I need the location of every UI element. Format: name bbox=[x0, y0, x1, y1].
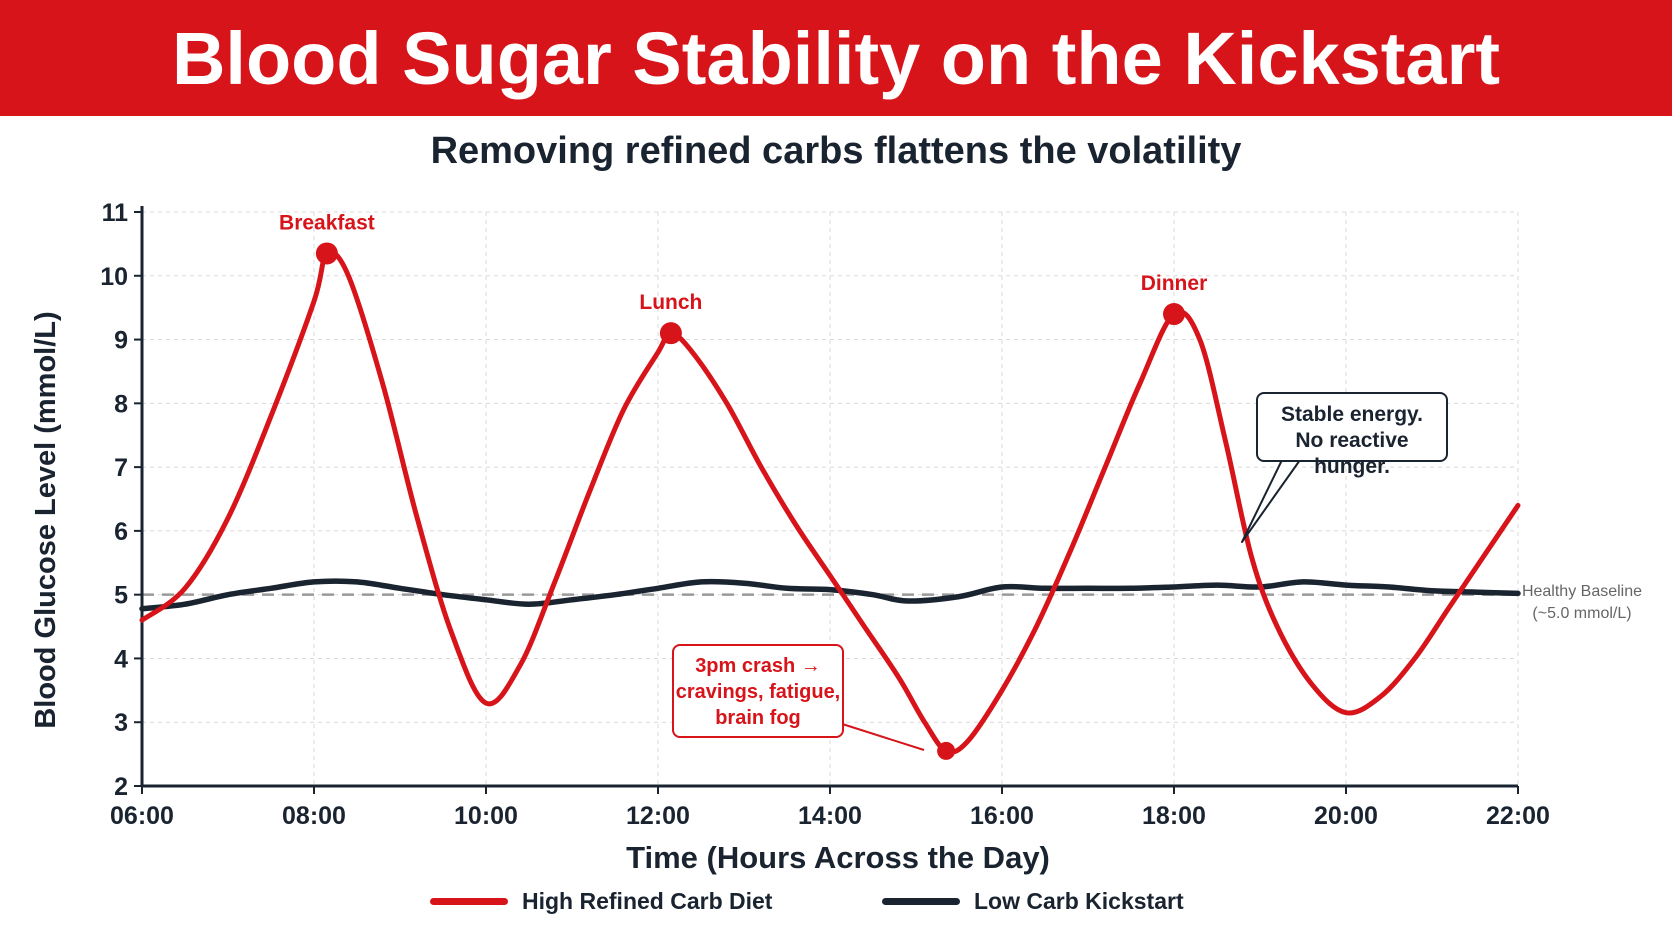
stable-callout-pointer bbox=[1241, 459, 1301, 543]
x-tick-label: 18:00 bbox=[1142, 802, 1206, 830]
y-tick-label: 9 bbox=[114, 327, 128, 355]
chart-legend: High Refined Carb Diet Low Carb Kickstar… bbox=[0, 888, 1672, 918]
x-tick-label: 20:00 bbox=[1314, 802, 1378, 830]
meal-peak-marker bbox=[315, 242, 338, 265]
y-tick-label: 2 bbox=[114, 773, 128, 801]
crash-callout-line1: 3pm crash → bbox=[695, 655, 821, 677]
stable-callout-line1: Stable energy. bbox=[1281, 403, 1423, 426]
title-banner: Blood Sugar Stability on the Kickstart bbox=[0, 0, 1672, 116]
y-tick-label: 7 bbox=[114, 454, 128, 482]
stable-callout-line2: No reactive hunger. bbox=[1295, 429, 1409, 478]
x-tick-label: 22:00 bbox=[1486, 802, 1550, 830]
series-line-high-carb bbox=[139, 249, 1521, 755]
y-tick-label: 3 bbox=[114, 709, 128, 737]
baseline-label-line2: (~5.0 mmol/L) bbox=[1532, 605, 1631, 622]
legend-label-high-carb: High Refined Carb Diet bbox=[522, 888, 773, 914]
x-tick-label: 14:00 bbox=[798, 802, 862, 830]
meal-peak-marker bbox=[1163, 303, 1185, 326]
chart-title: Blood Sugar Stability on the Kickstart bbox=[171, 16, 1501, 100]
y-axis-label: Blood Glucose Level (mmol/L) bbox=[30, 311, 62, 728]
crash-callout-line3: brain fog bbox=[715, 707, 801, 729]
y-tick-label: 8 bbox=[114, 390, 128, 418]
meal-label: Dinner bbox=[1141, 272, 1208, 295]
x-tick-label: 06:00 bbox=[110, 802, 174, 830]
y-tick-label: 11 bbox=[102, 199, 129, 227]
x-axis-label: Time (Hours Across the Day) bbox=[626, 840, 1050, 875]
meal-peak-marker bbox=[937, 741, 956, 760]
crash-callout-pointer bbox=[835, 721, 925, 751]
baseline-label-line1: Healthy Baseline bbox=[1522, 583, 1642, 600]
meal-label: Lunch bbox=[639, 291, 702, 314]
y-tick-label: 5 bbox=[114, 582, 128, 610]
legend-item-high-carb: High Refined Carb Diet bbox=[430, 888, 772, 915]
x-tick-label: 12:00 bbox=[626, 802, 690, 830]
chart-subtitle: Removing refined carbs flattens the vola… bbox=[430, 130, 1242, 172]
y-tick-label: 4 bbox=[114, 645, 128, 673]
legend-swatch-low-carb bbox=[882, 898, 960, 905]
crash-callout-line2: cravings, fatigue, bbox=[675, 681, 841, 703]
stable-energy-callout: Stable energy. No reactive hunger. bbox=[1256, 392, 1448, 478]
crash-callout: 3pm crash → cravings, fatigue, brain fog bbox=[672, 644, 844, 738]
meal-label: Breakfast bbox=[279, 211, 375, 234]
series-line-low-carb bbox=[139, 578, 1521, 612]
x-tick-label: 16:00 bbox=[970, 802, 1034, 830]
x-tick-label: 08:00 bbox=[282, 802, 346, 830]
meal-peak-marker bbox=[659, 322, 682, 345]
x-tick-label: 10:00 bbox=[454, 802, 518, 830]
legend-item-low-carb: Low Carb Kickstart bbox=[882, 888, 1184, 915]
y-tick-label: 6 bbox=[114, 518, 128, 546]
legend-label-low-carb: Low Carb Kickstart bbox=[974, 888, 1184, 914]
y-tick-label: 10 bbox=[100, 263, 128, 291]
legend-swatch-high-carb bbox=[430, 898, 508, 905]
